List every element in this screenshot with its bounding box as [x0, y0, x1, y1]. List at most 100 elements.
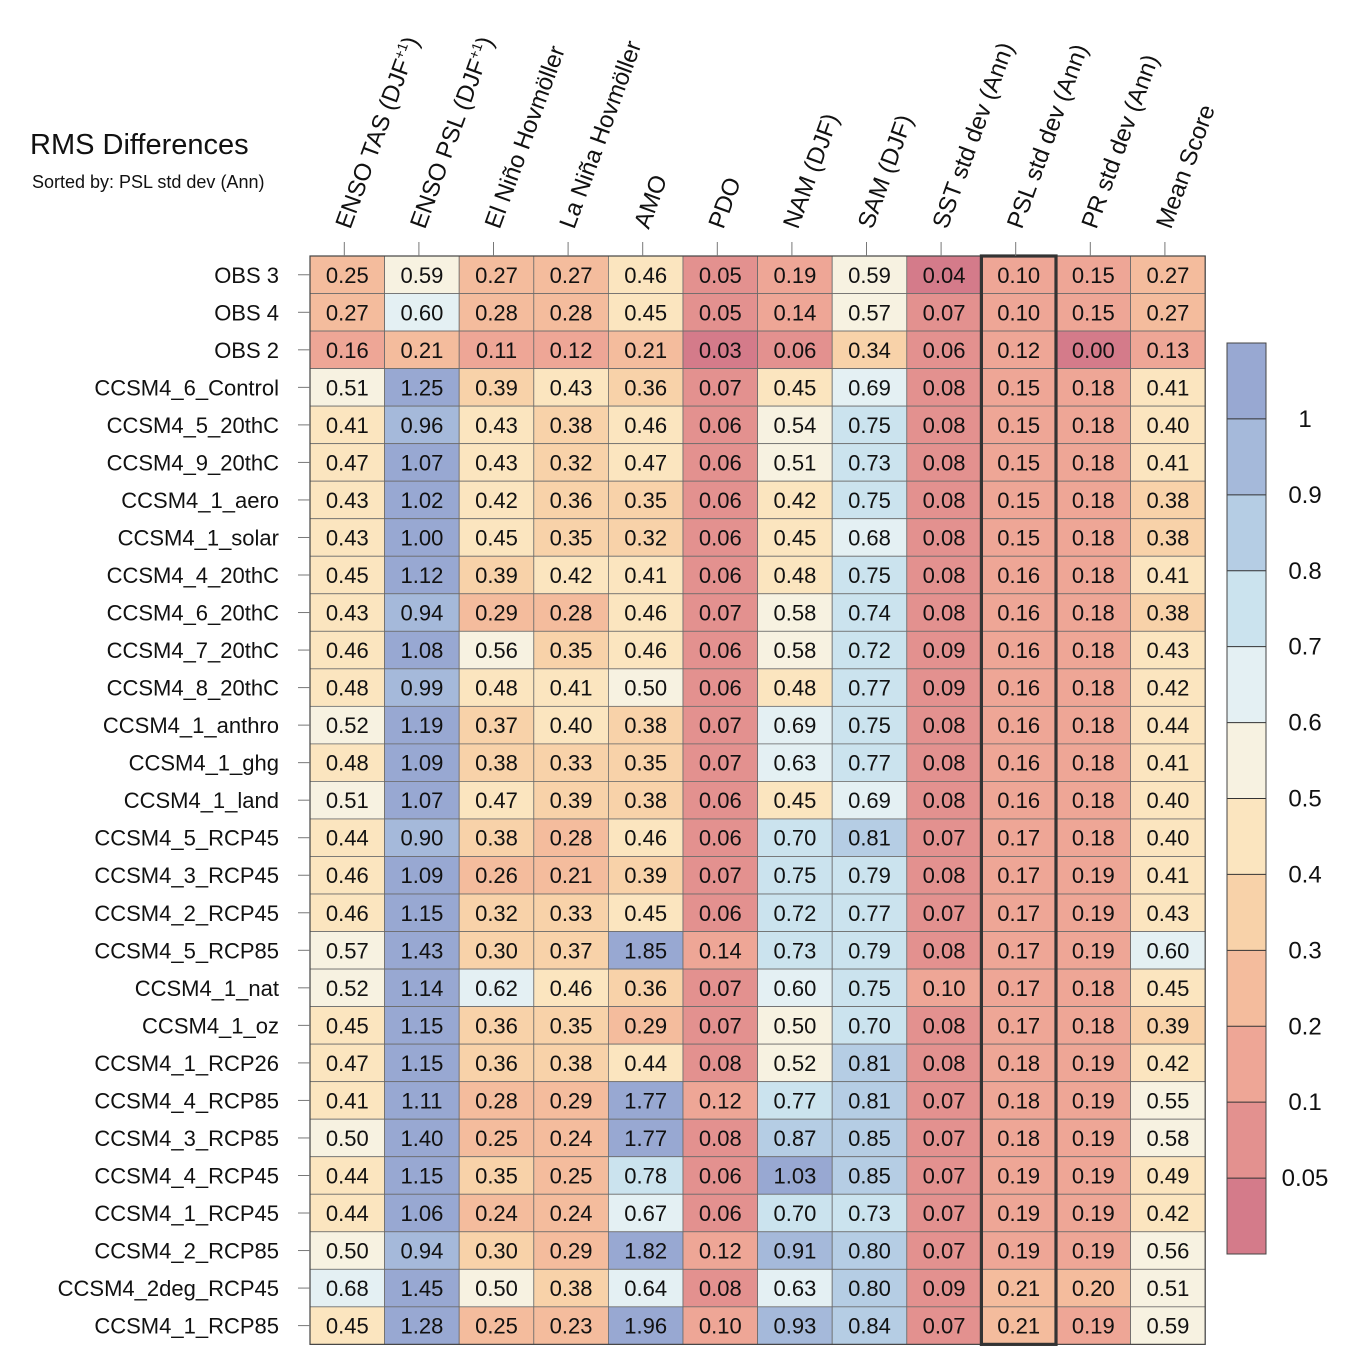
- cell-value: 0.25: [550, 1163, 593, 1188]
- cell-value: 0.00: [1072, 338, 1115, 363]
- heatmap-cell: [757, 293, 833, 332]
- heatmap-cell: [682, 405, 758, 445]
- heatmap-cell: [682, 893, 758, 932]
- row-label: CCSM4_2deg_RCP45: [58, 1276, 279, 1301]
- heatmap-cell: [1130, 255, 1206, 294]
- cell-value: 1.85: [624, 938, 667, 963]
- heatmap-cell: [906, 1306, 982, 1345]
- cell-value: 0.19: [1072, 1314, 1115, 1339]
- heatmap-cell: [1130, 1193, 1206, 1233]
- cell-value: 1.77: [624, 1088, 667, 1113]
- cell-value: 0.30: [475, 1239, 518, 1264]
- heatmap-cell: [682, 1118, 758, 1158]
- cell-value: 0.45: [326, 563, 369, 588]
- cell-value: 0.40: [550, 713, 593, 738]
- heatmap-cell: [906, 1043, 982, 1083]
- cell-value: 0.18: [1072, 413, 1115, 438]
- cell-value: 0.38: [550, 413, 593, 438]
- cell-value: 0.44: [326, 1163, 369, 1188]
- heatmap-cell: [757, 630, 833, 670]
- heatmap-cell: [682, 743, 758, 782]
- heatmap-cell: [981, 705, 1057, 745]
- heatmap-cell: [831, 1156, 908, 1195]
- heatmap-cell: [608, 1231, 684, 1270]
- cell-value: 0.40: [1146, 413, 1189, 438]
- cell-value: 0.48: [773, 563, 816, 588]
- cell-value: 0.06: [773, 338, 816, 363]
- cell-value: 0.08: [923, 713, 966, 738]
- cell-value: 0.59: [400, 263, 443, 288]
- cell-value: 0.07: [699, 751, 742, 776]
- colorbar-swatch: [1227, 950, 1266, 1027]
- column-labels: ENSO TAS (DJF+1)ENSO PSL (DJF+1)El Niño …: [331, 33, 1221, 256]
- heatmap-cell: [608, 705, 684, 745]
- heatmap-cells: [309, 254, 1206, 1346]
- cell-value: 0.48: [475, 676, 518, 701]
- cell-value: 1.15: [400, 1013, 443, 1038]
- cell-value: 0.06: [699, 788, 742, 813]
- heatmap-cell: [384, 705, 460, 745]
- cell-value: 0.70: [848, 1013, 891, 1038]
- cell-value: 0.10: [997, 300, 1040, 325]
- heatmap-cell: [682, 1043, 758, 1083]
- heatmap-cell: [458, 931, 535, 970]
- cell-value: 0.42: [475, 488, 518, 513]
- cell-value: 0.08: [923, 1051, 966, 1076]
- cell-value: 0.37: [475, 713, 518, 738]
- cell-value: 0.32: [475, 901, 518, 926]
- cell-value: 0.32: [624, 525, 667, 550]
- cell-value: 0.56: [1146, 1239, 1189, 1264]
- cell-value: 0.47: [326, 1051, 369, 1076]
- cell-value: 0.46: [326, 638, 369, 663]
- cell-value: 0.07: [699, 976, 742, 1001]
- colorbar-label: 0.1: [1288, 1089, 1321, 1116]
- heatmap-cell: [831, 818, 908, 857]
- cell-value: 0.45: [624, 300, 667, 325]
- cell-value: 0.06: [923, 338, 966, 363]
- cell-value: 0.25: [326, 263, 369, 288]
- heatmap-cell: [1055, 405, 1131, 445]
- cell-value: 0.75: [848, 413, 891, 438]
- heatmap-cell: [608, 743, 684, 782]
- cell-value: 0.77: [773, 1088, 816, 1113]
- heatmap-cell: [533, 893, 609, 932]
- cell-value: 0.77: [848, 676, 891, 701]
- cell-value: 0.15: [997, 450, 1040, 475]
- cell-value: 1.12: [400, 563, 443, 588]
- heatmap-cell: [757, 330, 833, 369]
- cell-value: 0.08: [923, 488, 966, 513]
- cell-value: 0.08: [923, 938, 966, 963]
- heatmap-cell: [757, 555, 833, 595]
- heatmap-cell: [981, 255, 1057, 294]
- cell-value: 0.35: [624, 751, 667, 776]
- cell-value: 0.39: [475, 375, 518, 400]
- heatmap-cell: [309, 931, 385, 970]
- cell-value: 1.07: [400, 450, 443, 475]
- cell-value: 0.94: [400, 601, 443, 626]
- heatmap-cell: [608, 330, 684, 369]
- cell-value: 0.07: [923, 1126, 966, 1151]
- cell-value: 0.08: [923, 450, 966, 475]
- heatmap-cell: [384, 555, 460, 595]
- heatmap-cell: [608, 1118, 684, 1158]
- cell-value: 0.72: [848, 638, 891, 663]
- cell-value: 0.07: [699, 713, 742, 738]
- cell-value: 0.46: [550, 976, 593, 1001]
- cell-value: 0.21: [550, 863, 593, 888]
- heatmap-cell: [1130, 1043, 1206, 1083]
- cell-value: 0.19: [773, 263, 816, 288]
- heatmap-cell: [682, 705, 758, 745]
- cell-value: 0.59: [848, 263, 891, 288]
- heatmap-cell: [981, 668, 1057, 707]
- heatmap-cell: [1130, 518, 1206, 557]
- cell-value: 0.80: [848, 1239, 891, 1264]
- heatmap-cell: [608, 1043, 684, 1083]
- heatmap-cell: [757, 743, 833, 782]
- cell-value: 0.17: [997, 901, 1040, 926]
- heatmap-cell: [533, 1231, 609, 1270]
- cell-value: 0.75: [848, 563, 891, 588]
- heatmap-cell: [533, 1268, 609, 1308]
- cell-value: 0.39: [624, 863, 667, 888]
- heatmap-cell: [1130, 856, 1206, 895]
- heatmap-cell: [1055, 818, 1131, 857]
